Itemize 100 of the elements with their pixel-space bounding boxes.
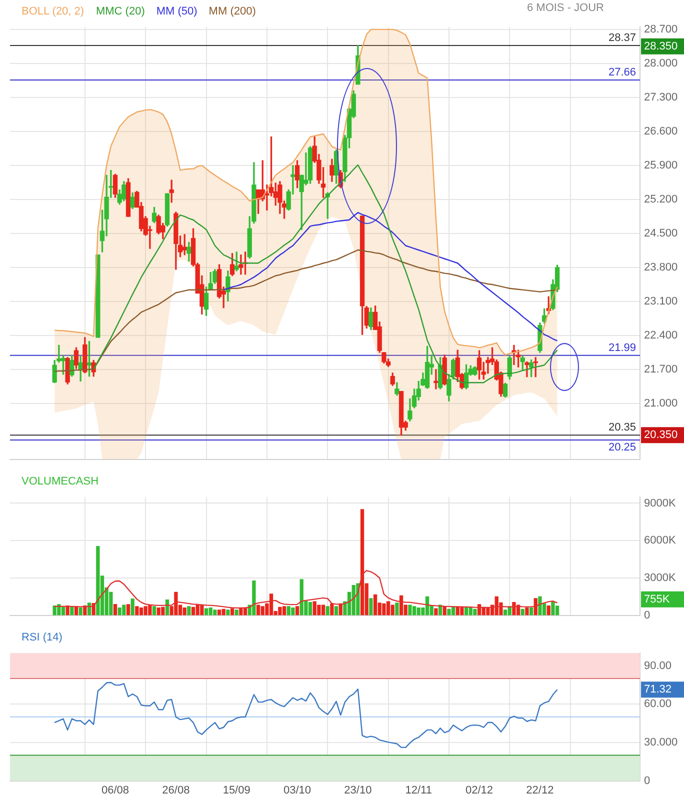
bar (334, 606, 338, 616)
candlestick (524, 361, 530, 378)
y-tick-label: 21.700 (644, 364, 678, 376)
bar (555, 606, 560, 616)
x-tick-label: 15/09 (222, 784, 250, 796)
x-tick-label: 26/08 (162, 784, 190, 796)
bar (529, 607, 534, 616)
y-tick-label: 23.100 (644, 296, 678, 308)
x-tick-label: 23/10 (344, 784, 372, 796)
bar (187, 606, 191, 616)
bar (412, 606, 416, 616)
bar (473, 608, 477, 616)
bar (460, 606, 464, 616)
candlestick (434, 369, 438, 390)
text: MM (50) (156, 6, 198, 18)
bar (109, 592, 113, 616)
text: BOLL (20, 2) (22, 6, 84, 18)
bar (139, 607, 144, 616)
x-tick-label: 02/12 (466, 784, 494, 796)
y-tick-label: 90.00 (644, 660, 672, 672)
bar (161, 606, 165, 616)
bar (390, 604, 394, 616)
ref-line-label: 27.66 (608, 66, 636, 78)
y-tick-label: 25.900 (644, 159, 678, 172)
bar (156, 607, 160, 616)
text: MMC (20) (96, 6, 145, 18)
text: MM (200) (208, 6, 256, 18)
bar (213, 610, 217, 616)
bar (113, 604, 118, 616)
bar (144, 606, 148, 616)
x-tick-label: 12/11 (405, 784, 432, 796)
bar (278, 606, 282, 616)
y-tick-label: 24.500 (644, 228, 678, 240)
text: 71.32 (644, 684, 672, 696)
bar (234, 610, 238, 616)
bar (74, 606, 78, 616)
bar (546, 605, 550, 616)
bar (78, 607, 82, 616)
ref-line-label: 28.37 (608, 32, 636, 44)
bar (386, 601, 390, 616)
bar (217, 610, 222, 616)
bar (204, 608, 208, 616)
bar (486, 607, 490, 616)
bar (373, 594, 378, 616)
y-tick-label: 30.000 (644, 736, 678, 748)
ref-line-label: 20.35 (608, 422, 636, 434)
bar (122, 604, 126, 616)
y-tick-label: 60.00 (644, 698, 672, 710)
bar (295, 606, 300, 616)
bar (52, 605, 56, 616)
y-tick-label: 0 (644, 774, 650, 787)
y-tick-label: 27.300 (644, 91, 678, 104)
bar (503, 610, 508, 616)
y-tick-label: 28.000 (644, 57, 678, 70)
bar (152, 606, 156, 616)
bar (317, 604, 321, 616)
x-tick-label: 06/08 (101, 784, 130, 796)
bar (321, 604, 326, 616)
y-tick-label: 28.700 (644, 23, 678, 36)
bar (200, 604, 204, 616)
bar (360, 509, 364, 616)
bar (126, 604, 130, 616)
bar (395, 602, 399, 616)
bar (252, 580, 256, 616)
bar (282, 606, 286, 616)
bar (326, 606, 330, 616)
bar (538, 596, 542, 616)
bar (308, 602, 312, 616)
text: 6 MOIS - JOUR (526, 2, 604, 14)
bar (230, 608, 234, 616)
x-tick-label: 03/10 (284, 784, 312, 796)
bar (512, 602, 516, 616)
bar (369, 598, 373, 616)
bar (182, 607, 186, 616)
bar (434, 608, 438, 616)
bar (135, 606, 139, 616)
bar (191, 606, 196, 616)
y-tick-label: 23.800 (644, 262, 678, 274)
y-tick-label: 0 (644, 609, 650, 622)
y-tick-label: 25.200 (644, 194, 678, 206)
ref-line-label: 20.25 (608, 442, 636, 454)
bar (447, 608, 451, 616)
bar (118, 607, 122, 616)
bar (525, 607, 529, 616)
bar (96, 546, 100, 616)
bar (174, 592, 178, 616)
text: 20.350 (644, 429, 678, 442)
bar (330, 603, 334, 616)
y-tick-label: 9000K (644, 497, 676, 510)
text: RSI (14) (22, 632, 62, 644)
y-tick-label: 6000K (644, 534, 676, 547)
y-tick-label: 3000K (644, 572, 676, 584)
bar (226, 610, 230, 616)
bar (291, 607, 295, 616)
bar (269, 594, 274, 616)
x-tick-label: 22/12 (526, 784, 554, 796)
bar (239, 608, 243, 616)
text: 755K (644, 593, 670, 606)
bar (130, 598, 134, 616)
y-tick-label: 21.000 (644, 398, 678, 410)
